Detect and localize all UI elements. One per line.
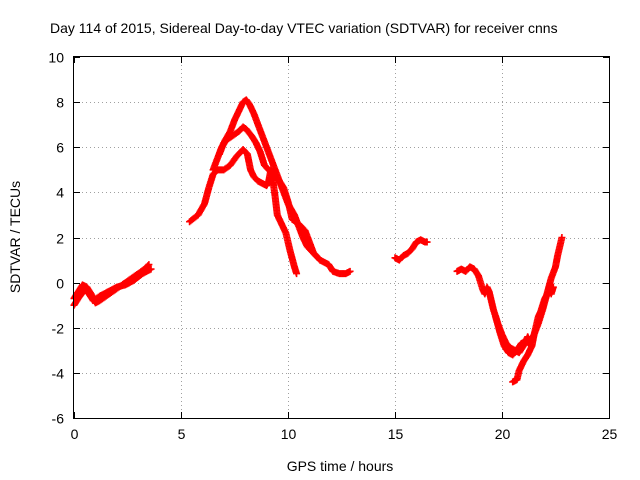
data-points [70,96,566,386]
grid-lines [74,57,609,418]
data-series-sat-c [186,146,301,278]
data-series-sat-i [509,283,557,386]
x-tick-label: 0 [71,426,79,442]
x-tick-label: 10 [281,426,297,442]
x-tick-label: 15 [388,426,404,442]
data-series-sat-b [70,265,155,309]
data-point [147,265,155,273]
y-tick-label: -6 [52,411,65,427]
y-tick-label: 8 [56,95,64,111]
y-tick-label: 10 [48,50,64,66]
data-series-sat-h [492,312,534,359]
data-point [315,255,323,263]
y-tick-label: 0 [56,276,64,292]
data-point [549,283,557,291]
data-point [423,238,431,246]
y-tick-label: 2 [56,231,64,247]
plot-frame [73,56,610,419]
data-point [293,270,301,278]
x-tick-label: 20 [495,426,511,442]
y-axis-label: SDTVAR / TECUs [7,181,23,293]
data-series-sat-f [391,236,431,264]
data-point [346,267,354,275]
data-series-sat-a [70,261,153,307]
data-series-sat-e [216,96,324,264]
data-series-sat-d [209,123,354,278]
data-point [316,256,324,264]
y-tick-label: 6 [56,140,64,156]
y-tick-label: -4 [52,366,65,382]
x-tick-label: 25 [602,426,618,442]
y-tick-label: -2 [52,321,65,337]
x-axis-label: GPS time / hours [287,458,394,474]
x-tick-label: 5 [178,426,186,442]
axis-ticks: 0 5 10 15 20 25 -6 -4 -2 0 2 4 6 8 10 [48,50,617,443]
data-point [558,234,566,241]
chart-title: Day 114 of 2015, Sidereal Day-to-day VTE… [50,20,558,36]
y-tick-label: 4 [56,185,64,201]
